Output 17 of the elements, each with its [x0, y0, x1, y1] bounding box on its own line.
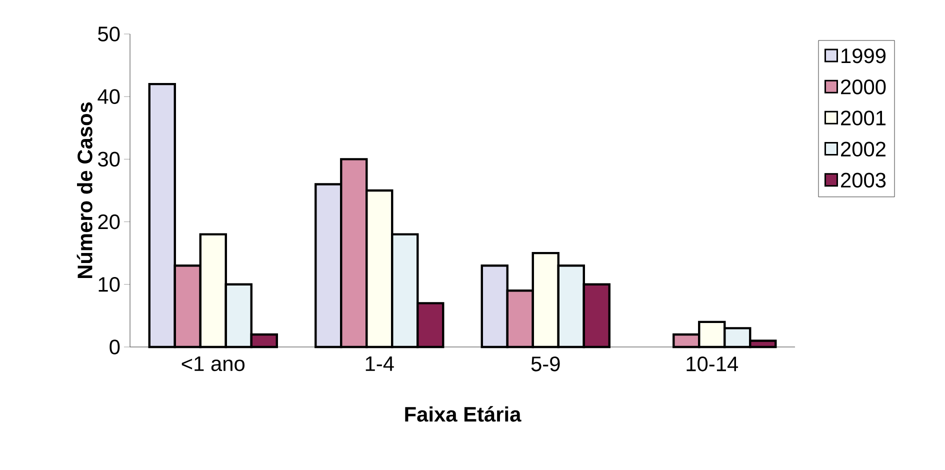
- y-tick-label: 10: [98, 276, 120, 292]
- legend-label: 2002: [841, 142, 886, 157]
- y-tick-label: 20: [98, 214, 120, 230]
- y-tick-label: 30: [98, 152, 120, 167]
- x-tick-label: <1 ano: [182, 356, 245, 372]
- x-tick-label: 10-14: [686, 356, 738, 372]
- x-tick-label: 5-9: [531, 356, 560, 372]
- legend-label: 2003: [841, 172, 886, 188]
- legend-label: 2001: [841, 110, 886, 126]
- y-axis-title: Número de Casos: [76, 102, 92, 278]
- legend-label: 2000: [841, 80, 886, 94]
- x-axis-title: Faixa Etária: [405, 406, 522, 422]
- legend-label: 1999: [842, 48, 886, 64]
- x-tick-label: 1-4: [366, 356, 394, 371]
- y-tick-label: 0: [110, 340, 120, 354]
- y-tick-label: 50: [98, 26, 120, 42]
- y-tick-label: 40: [98, 89, 120, 104]
